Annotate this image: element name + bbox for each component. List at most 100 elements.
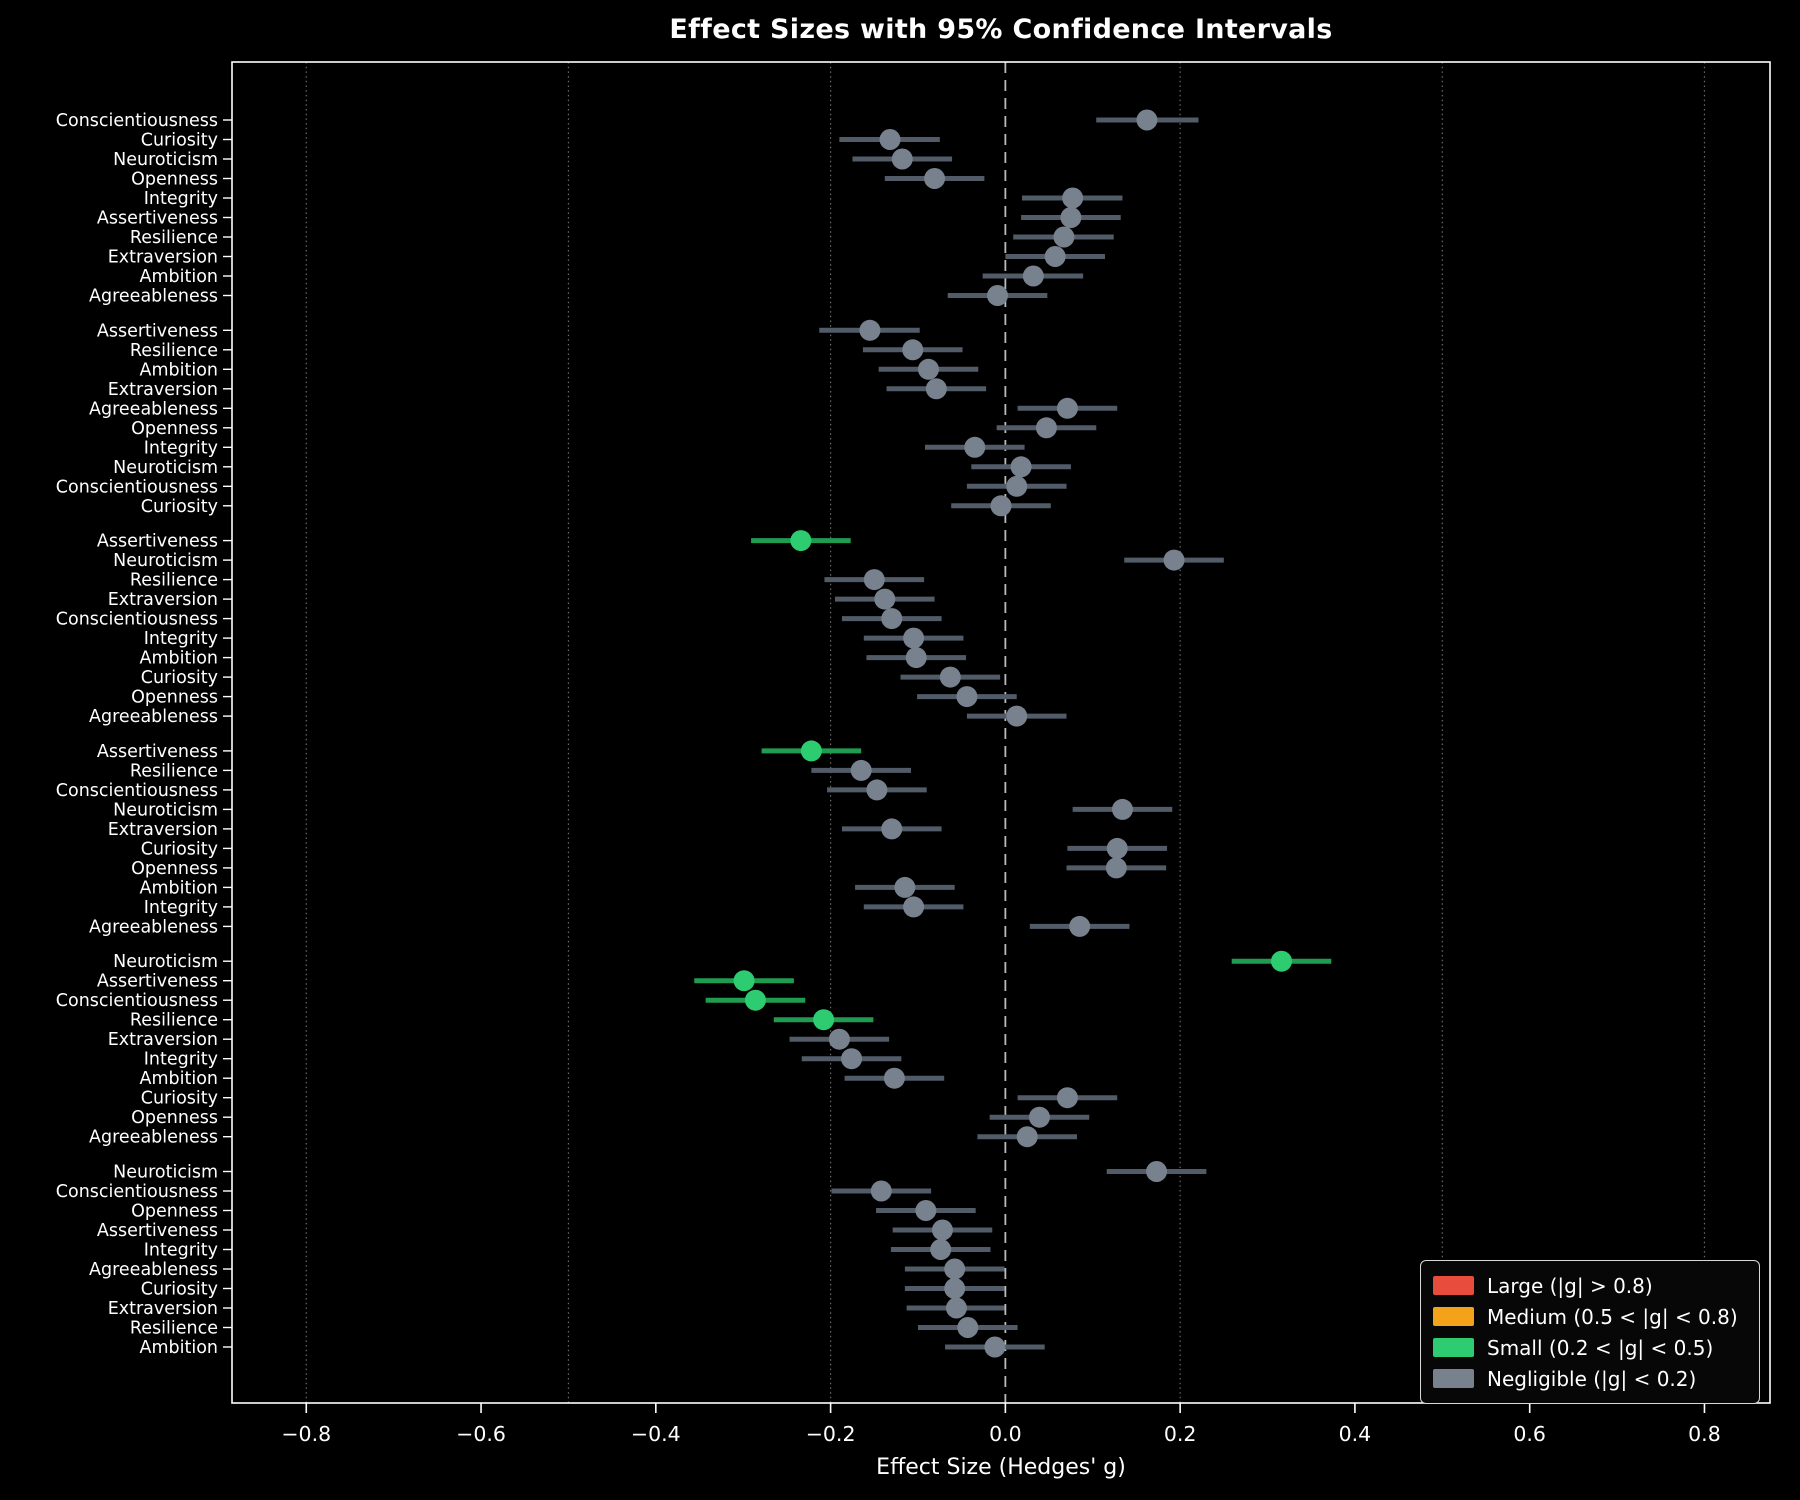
y-axis-row-label: Neuroticism — [113, 551, 218, 571]
effect-size-point — [903, 627, 925, 649]
x-axis-tick-label: −0.4 — [631, 1422, 681, 1446]
y-axis-row-label: Openness — [131, 1202, 218, 1222]
y-axis-row-label: Resilience — [130, 1011, 218, 1031]
legend-entry-label: Negligible (|g| < 0.2) — [1487, 1366, 1697, 1391]
y-axis-row-label: Assertiveness — [97, 209, 218, 229]
effect-size-point — [870, 1180, 892, 1202]
y-axis-row-label: Assertiveness — [97, 532, 218, 552]
y-axis-row-label: Neuroticism — [113, 458, 218, 478]
effect-size-point — [800, 740, 822, 762]
effect-size-point — [1105, 857, 1127, 879]
effect-size-point — [944, 1258, 966, 1280]
y-axis-row-label: Integrity — [144, 629, 218, 649]
plot-border — [231, 61, 1771, 1404]
y-axis-row-label: Conscientiousness — [56, 1182, 218, 1202]
effect-size-point — [1056, 397, 1078, 419]
effect-size-point — [1016, 1126, 1038, 1148]
y-axis-row-label: Conscientiousness — [56, 991, 218, 1011]
effect-size-point — [917, 358, 939, 380]
effect-size-point — [902, 339, 924, 361]
y-axis-row-label: Agreeableness — [89, 1260, 218, 1280]
effect-size-point — [1010, 456, 1032, 478]
y-axis-row-label: Extraversion — [108, 1299, 218, 1319]
y-axis-row-label: Ambition — [139, 649, 218, 669]
legend-entry-label: Medium (0.5 < |g| < 0.8) — [1487, 1304, 1738, 1329]
effect-size-point — [1035, 417, 1057, 439]
effect-size-point — [1028, 1106, 1050, 1128]
effect-size-point — [915, 1200, 937, 1221]
effect-size-point — [1069, 915, 1091, 937]
y-axis-row-label: Agreeableness — [89, 399, 218, 419]
y-axis-row-label: Openness — [131, 170, 218, 190]
y-axis-row-label: Curiosity — [141, 131, 218, 151]
y-axis-row-label: Ambition — [139, 267, 218, 287]
effect-size-point — [894, 876, 916, 898]
effect-size-point — [956, 686, 978, 708]
legend-entry-label: Small (0.2 < |g| < 0.5) — [1487, 1335, 1714, 1360]
x-axis-tick-label: 0.6 — [1513, 1422, 1546, 1446]
x-axis-label: Effect Size (Hedges' g) — [876, 1455, 1126, 1480]
y-axis-row-label: Agreeableness — [89, 917, 218, 937]
effect-size-point — [881, 818, 903, 840]
y-axis-row-label: Integrity — [144, 1050, 218, 1070]
effect-size-point — [964, 436, 986, 458]
effect-size-point — [1053, 226, 1075, 248]
effect-size-point — [891, 148, 913, 170]
y-axis-row-label: Extraversion — [108, 820, 218, 840]
y-axis-row-label: Neuroticism — [113, 952, 218, 972]
x-axis-tick-label: 0.0 — [989, 1422, 1022, 1446]
y-axis-row-label: Extraversion — [108, 248, 218, 268]
legend-box: Large (|g| > 0.8) Medium (0.5 < |g| < 0.8… — [1420, 1260, 1760, 1404]
effect-size-point — [1271, 950, 1293, 972]
effect-size-point — [925, 378, 947, 400]
effect-size-point — [874, 588, 896, 610]
y-axis-row-label: Assertiveness — [97, 972, 218, 992]
legend-entry-medium: Medium (0.5 < |g| < 0.8) — [1433, 1301, 1747, 1332]
medium-swatch-icon — [1433, 1307, 1474, 1326]
effect-size-point — [1060, 207, 1082, 228]
y-axis-row-label: Openness — [131, 859, 218, 879]
effect-size-point — [984, 1336, 1006, 1358]
effect-size-point — [931, 1219, 953, 1241]
effect-size-point — [1006, 705, 1028, 727]
y-axis-row-label: Agreeableness — [89, 1128, 218, 1148]
effect-size-point — [881, 608, 903, 630]
y-axis-row-label: Agreeableness — [89, 287, 218, 307]
effect-size-point — [813, 1009, 835, 1031]
small-swatch-icon — [1433, 1338, 1474, 1357]
effect-size-point — [733, 970, 755, 992]
effect-size-point — [944, 1278, 966, 1299]
effect-size-point — [1006, 475, 1028, 497]
legend-entry-small: Small (0.2 < |g| < 0.5) — [1433, 1332, 1747, 1363]
x-axis-tick-label: −0.8 — [281, 1422, 331, 1446]
y-axis-row-label: Resilience — [130, 571, 218, 591]
effect-size-point — [1056, 1087, 1078, 1109]
effect-size-point — [1044, 246, 1066, 267]
y-axis-row-label: Integrity — [144, 898, 218, 918]
effect-size-point — [866, 779, 888, 801]
effect-size-point — [1136, 109, 1158, 131]
y-axis-row-label: Extraversion — [108, 380, 218, 400]
x-axis-tick-label: 0.4 — [1339, 1422, 1372, 1446]
y-axis-row-label: Conscientiousness — [56, 610, 218, 630]
y-axis-row-label: Curiosity — [141, 497, 218, 517]
y-axis-row-label: Extraversion — [108, 590, 218, 610]
y-axis-row-label: Integrity — [144, 189, 218, 209]
effect-size-point — [883, 1067, 905, 1089]
effect-size-point — [744, 989, 766, 1011]
y-axis-row-label: Assertiveness — [97, 742, 218, 762]
effect-size-point — [924, 168, 946, 189]
y-axis-row-label: Ambition — [139, 1338, 218, 1358]
y-axis-row-label: Resilience — [130, 341, 218, 361]
x-axis-tick-label: −0.6 — [456, 1422, 506, 1446]
y-axis-row-label: Agreeableness — [89, 707, 218, 727]
y-axis-row-label: Resilience — [130, 761, 218, 781]
y-axis-row-label: Resilience — [130, 228, 218, 248]
effect-size-point — [939, 666, 961, 688]
y-axis-row-label: Assertiveness — [97, 321, 218, 341]
effect-size-point — [990, 495, 1012, 517]
y-axis-row-label: Conscientiousness — [56, 477, 218, 497]
y-axis-row-label: Openness — [131, 1108, 218, 1128]
y-axis-row-label: Curiosity — [141, 1089, 218, 1109]
